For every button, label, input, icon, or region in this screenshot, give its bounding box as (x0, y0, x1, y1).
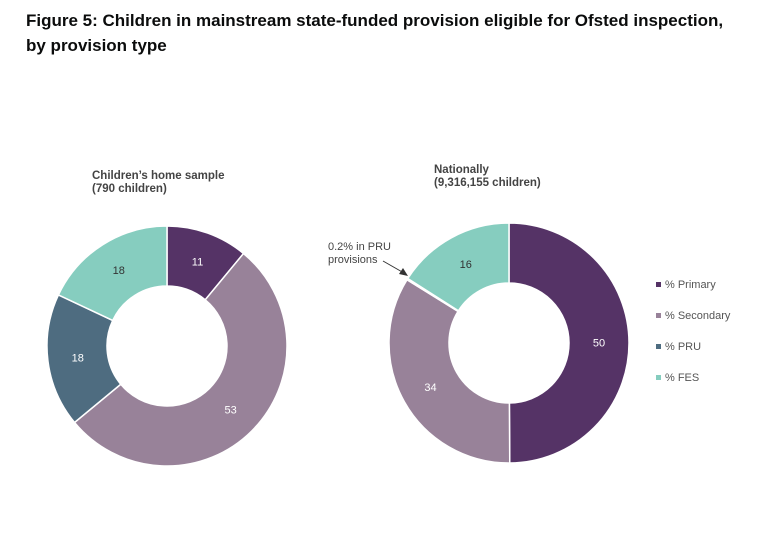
pru-annotation-line-1: 0.2% in PRU (328, 241, 391, 253)
sample-label-fes: 18 (113, 265, 125, 277)
legend-label-secondary: % Secondary (665, 310, 731, 322)
sample-label-primary: 11 (192, 256, 203, 268)
sample-slice-secondary (73, 252, 288, 467)
legend-swatch-secondary (656, 313, 661, 318)
national-chart-title-line-2: (9,316,155 children) (434, 177, 541, 189)
figure-title: Figure 5: Children in mainstream state-f… (26, 11, 724, 55)
national-slice-primary (508, 222, 630, 464)
national-slice-fes (406, 222, 510, 312)
national-chart-title-line-1: Nationally (434, 164, 490, 176)
legend-swatch-pru (656, 344, 661, 349)
national-label-primary: 50 (593, 338, 605, 350)
legend-swatch-primary (656, 282, 661, 287)
national-label-secondary: 34 (424, 382, 436, 394)
annotation-arrow-head (399, 268, 408, 276)
national-label-fes: 16 (460, 259, 472, 271)
pru-annotation-line-2: provisions (328, 254, 378, 266)
annotation-arrow-line (382, 260, 405, 274)
legend-label-pru: % PRU (665, 341, 701, 353)
sample-chart-title-line-1: Children’s home sample (92, 170, 225, 182)
sample-slice-fes (57, 225, 168, 322)
sample-label-pru: 18 (72, 352, 84, 364)
legend-swatch-fes (656, 375, 661, 380)
national-slice-secondary (388, 278, 511, 464)
sample-chart-title-line-2: (790 children) (92, 183, 167, 195)
sample-label-secondary: 53 (225, 405, 237, 417)
legend-label-primary: % Primary (665, 279, 716, 291)
legend-label-fes: % FES (665, 372, 699, 384)
